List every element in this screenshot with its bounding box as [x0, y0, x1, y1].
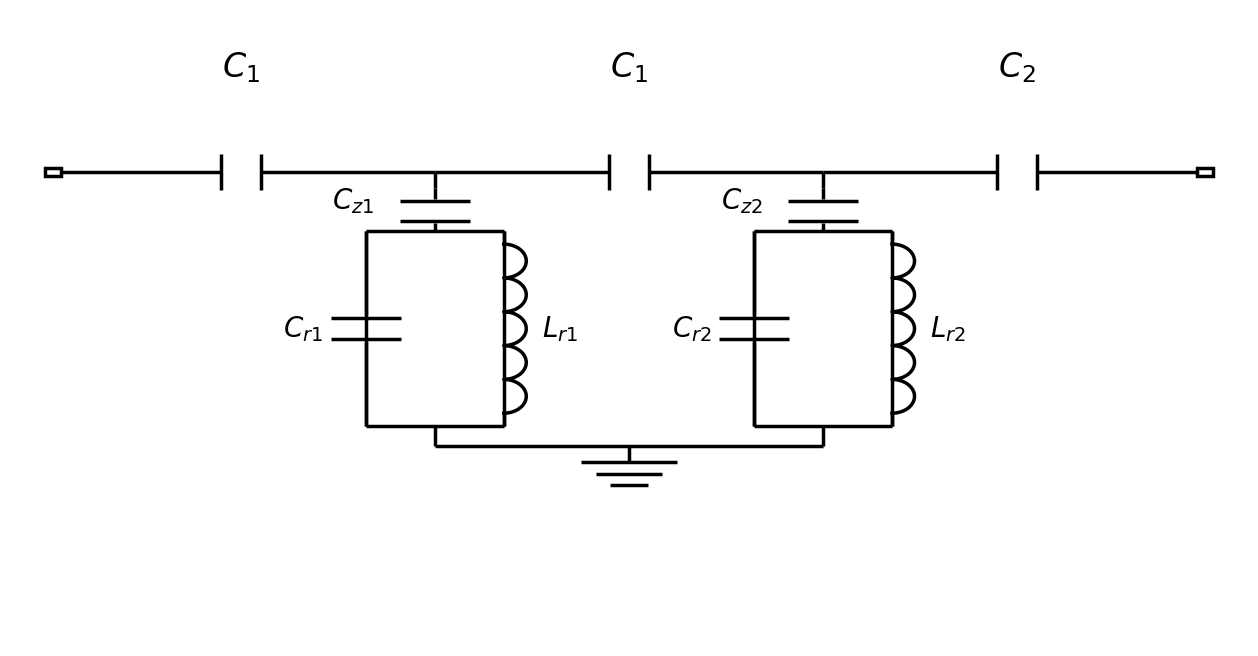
Text: $C_1$: $C_1$	[610, 51, 648, 85]
Bar	[45, 168, 62, 176]
Text: $C_{r1}$: $C_{r1}$	[283, 314, 323, 344]
Text: $C_{r2}$: $C_{r2}$	[672, 314, 712, 344]
Bar	[1196, 168, 1213, 176]
Text: $L_{r1}$: $L_{r1}$	[542, 314, 579, 344]
Text: $C_{z2}$: $C_{z2}$	[721, 186, 762, 216]
Text: $C_2$: $C_2$	[999, 51, 1037, 85]
Text: $C_{z1}$: $C_{z1}$	[332, 186, 375, 216]
Text: $L_{r2}$: $L_{r2}$	[931, 314, 966, 344]
Text: $C_1$: $C_1$	[221, 51, 259, 85]
